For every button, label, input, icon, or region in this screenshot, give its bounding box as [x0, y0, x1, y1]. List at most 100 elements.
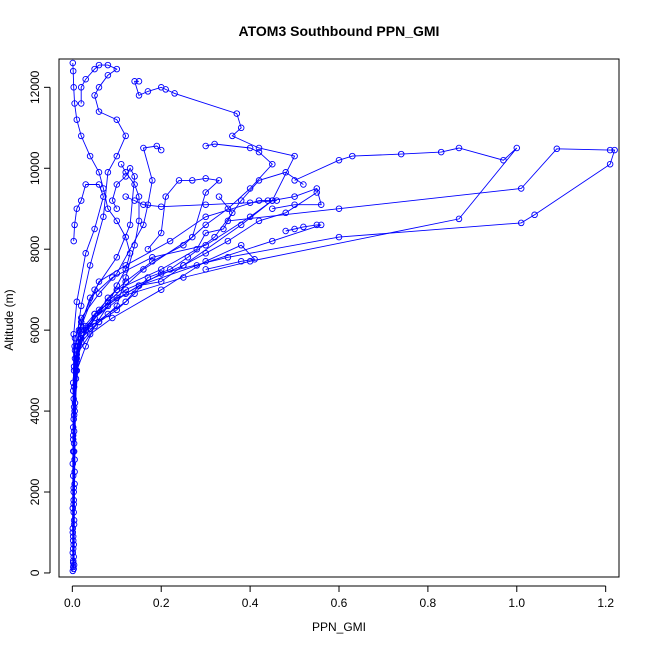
- data-point: [70, 237, 77, 245]
- x-tick-label: 0.6: [331, 596, 348, 610]
- y-tick-label: 0: [28, 569, 42, 576]
- data-point: [229, 209, 236, 217]
- data-point: [233, 110, 241, 117]
- data-point: [224, 254, 232, 261]
- data-point: [202, 221, 209, 229]
- data-point: [104, 302, 112, 310]
- data-point: [255, 148, 263, 156]
- data-point: [149, 254, 156, 261]
- data-point: [246, 199, 254, 206]
- data-point: [113, 217, 121, 225]
- data-point: [113, 306, 121, 314]
- data-point: [517, 219, 525, 227]
- data-point: [82, 75, 89, 83]
- data-point: [157, 278, 165, 285]
- series-8: [71, 61, 129, 488]
- data-point: [269, 237, 276, 245]
- data-point: [166, 266, 174, 273]
- data-point: [202, 175, 209, 182]
- series-line: [73, 167, 136, 501]
- data-point: [135, 78, 143, 85]
- data-point: [313, 221, 321, 229]
- series-line: [72, 192, 318, 529]
- data-point: [202, 241, 209, 249]
- data-point: [113, 181, 121, 188]
- data-point: [140, 221, 147, 229]
- data-point: [122, 298, 129, 306]
- data-point: [126, 165, 134, 172]
- data-point: [69, 432, 77, 439]
- data-point: [104, 71, 112, 79]
- data-point: [202, 250, 209, 257]
- series-12: [69, 160, 143, 575]
- data-point: [149, 177, 156, 184]
- series-16: [69, 189, 321, 532]
- data-point: [126, 250, 134, 257]
- data-point: [517, 185, 525, 192]
- data-point: [255, 177, 263, 184]
- data-point: [104, 294, 112, 302]
- data-point: [144, 274, 152, 281]
- data-point: [335, 205, 343, 212]
- data-point: [71, 221, 78, 229]
- data-point: [77, 326, 85, 334]
- data-point: [291, 152, 298, 160]
- data-point: [606, 146, 614, 154]
- data-point: [237, 241, 245, 249]
- data-point: [180, 262, 187, 269]
- data-point: [117, 160, 125, 168]
- data-point: [113, 65, 121, 73]
- data-point: [202, 189, 209, 196]
- data-point: [135, 217, 143, 225]
- data-point: [95, 290, 103, 297]
- data-point: [237, 197, 245, 204]
- data-point: [335, 233, 343, 241]
- series-line: [72, 145, 162, 533]
- data-point: [215, 193, 223, 200]
- data-point: [184, 254, 192, 261]
- series-line: [72, 171, 304, 537]
- y-axis: 0 2000 4000 6000 8000 10000 12000: [28, 70, 51, 576]
- data-point: [269, 205, 276, 212]
- data-point: [70, 500, 77, 508]
- x-tick-label: 1.0: [508, 596, 525, 610]
- data-point: [131, 241, 138, 249]
- data-point: [455, 144, 463, 152]
- data-point: [95, 61, 103, 69]
- data-point: [95, 84, 103, 91]
- data-point: [70, 84, 77, 91]
- data-point: [611, 146, 618, 154]
- data-point: [157, 146, 165, 154]
- series-line: [73, 143, 273, 505]
- y-tick-label: 4000: [28, 397, 42, 424]
- data-point: [95, 108, 103, 115]
- data-point: [91, 225, 98, 233]
- series-line: [73, 196, 277, 521]
- data-point: [180, 241, 187, 249]
- data-point: [606, 160, 614, 168]
- data-point: [211, 233, 218, 241]
- data-point: [77, 302, 85, 310]
- data-point: [553, 145, 561, 153]
- data-point: [82, 343, 89, 350]
- data-point: [122, 233, 129, 241]
- x-tick-label: 1.2: [597, 596, 614, 610]
- data-point: [73, 205, 81, 212]
- data-point: [531, 211, 538, 219]
- x-tick-label: 0.8: [420, 596, 437, 610]
- data-point: [122, 274, 129, 281]
- series-line: [72, 163, 140, 571]
- data-point: [300, 223, 307, 231]
- series-line: [72, 244, 256, 567]
- data-point: [131, 173, 138, 180]
- data-point: [69, 533, 77, 540]
- series-2: [69, 144, 521, 565]
- data-point: [77, 197, 85, 204]
- y-tick-label: 6000: [28, 316, 42, 343]
- data-point: [86, 152, 94, 160]
- data-point: [113, 286, 121, 293]
- data-point: [109, 197, 116, 204]
- data-point: [157, 286, 165, 293]
- data-point: [282, 227, 289, 235]
- data-point: [75, 326, 83, 334]
